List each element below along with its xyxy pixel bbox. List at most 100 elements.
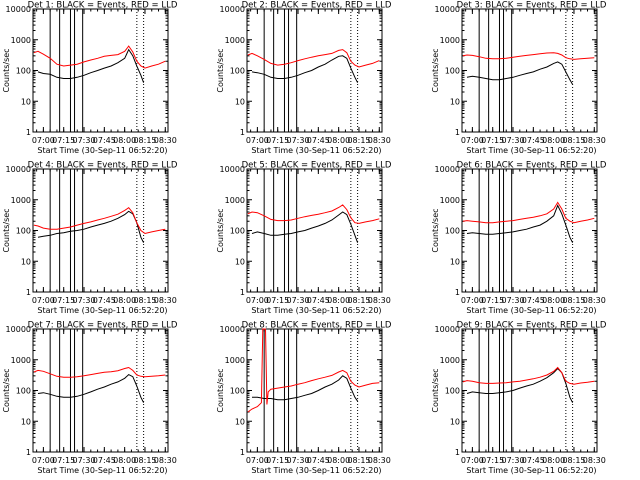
x-tick-label: 08:00 [542, 136, 565, 145]
y-tick-label: 10 [21, 97, 31, 106]
y-tick-label: 1000 [225, 36, 245, 45]
detector-panel-1: Det 1: BLACK = Events, RED = LLD 1 10 100 10… [2, 1, 178, 156]
plot-frame [461, 328, 598, 453]
y-axis-label: Counts/sec [431, 368, 440, 412]
x-tick-label: 08:00 [113, 456, 136, 465]
x-tick-label: 07:30 [501, 136, 524, 145]
y-tick-label: 100 [230, 387, 245, 396]
y-tick-label: 1000 [11, 196, 31, 205]
x-tick-label: 08:15 [347, 296, 370, 305]
lld-series-line [33, 207, 166, 235]
lld-series-line [462, 201, 595, 224]
y-tick-label: 1000 [11, 36, 31, 45]
panel-title: Det 4: BLACK = Events, RED = LLD [28, 161, 178, 171]
y-axis-label: Counts/sec [431, 208, 440, 252]
x-tick-label: 08:30 [583, 296, 606, 305]
plot-frame [246, 168, 383, 293]
x-tick-label: 07:00 [32, 136, 55, 145]
x-tick-label: 07:15 [52, 296, 75, 305]
y-tick-label: 10 [450, 97, 460, 106]
x-tick-label: 08:15 [133, 296, 156, 305]
y-tick-label: 1000 [440, 36, 460, 45]
x-axis-label: Start Time (30-Sep-11 06:52:20) [37, 466, 167, 475]
x-tick-label: 07:15 [266, 136, 289, 145]
lld-series-line [247, 328, 380, 413]
y-tick-label: 1 [26, 288, 31, 297]
y-tick-label: 10000 [6, 5, 31, 14]
y-tick-label: 100 [230, 227, 245, 236]
x-tick-label: 07:00 [246, 296, 269, 305]
events-series-line [251, 55, 359, 83]
x-tick-label: 08:30 [583, 136, 606, 145]
y-tick-label: 100 [445, 67, 460, 76]
x-tick-label: 08:30 [368, 296, 391, 305]
x-tick-label: 07:45 [307, 136, 330, 145]
x-tick-label: 07:00 [32, 456, 55, 465]
x-tick-label: 07:45 [522, 136, 545, 145]
x-tick-label: 07:30 [286, 456, 309, 465]
x-tick-label: 07:00 [32, 296, 55, 305]
y-tick-label: 10 [21, 417, 31, 426]
events-series-line [251, 211, 359, 243]
y-tick-label: 10000 [435, 165, 460, 174]
y-axis-label: Counts/sec [216, 208, 225, 252]
y-axis-label: Counts/sec [216, 48, 225, 92]
detector-panel-3: Det 3: BLACK = Events, RED = LLD 1 10 100 10… [431, 1, 607, 156]
y-tick-label: 1000 [225, 196, 245, 205]
y-tick-label: 1000 [440, 196, 460, 205]
panel-title: Det 6: BLACK = Events, RED = LLD [457, 161, 607, 171]
y-tick-label: 1 [455, 448, 460, 457]
x-tick-label: 08:30 [368, 456, 391, 465]
lld-series-line [247, 204, 380, 224]
x-tick-label: 07:15 [52, 136, 75, 145]
x-tick-label: 07:15 [266, 296, 289, 305]
x-tick-label: 07:15 [52, 456, 75, 465]
detector-panel-2: Det 2: BLACK = Events, RED = LLD 1 10 100 10… [216, 1, 392, 156]
x-tick-label: 07:30 [286, 296, 309, 305]
y-tick-label: 1000 [225, 356, 245, 365]
x-tick-label: 08:15 [347, 136, 370, 145]
y-tick-label: 10 [235, 97, 245, 106]
y-axis-label: Counts/sec [2, 368, 11, 412]
x-axis-label: Start Time (30-Sep-11 06:52:20) [251, 466, 381, 475]
detector-panel-7: Det 7: BLACK = Events, RED = LLD 1 10 100 10… [2, 321, 178, 476]
y-tick-label: 1 [240, 128, 245, 137]
x-tick-label: 07:45 [93, 296, 116, 305]
y-tick-label: 10000 [220, 165, 245, 174]
x-tick-label: 07:15 [481, 136, 504, 145]
x-tick-label: 08:00 [542, 296, 565, 305]
x-tick-label: 07:15 [481, 296, 504, 305]
panel-title: Det 7: BLACK = Events, RED = LLD [28, 321, 178, 331]
x-tick-label: 08:15 [133, 456, 156, 465]
y-tick-label: 10 [235, 417, 245, 426]
y-tick-label: 1 [455, 128, 460, 137]
x-tick-label: 07:45 [522, 296, 545, 305]
x-tick-label: 08:00 [327, 296, 350, 305]
x-tick-label: 07:30 [72, 296, 95, 305]
y-tick-label: 10 [235, 257, 245, 266]
events-series-line [37, 48, 145, 83]
lld-series-line [462, 52, 595, 60]
y-tick-label: 10 [450, 417, 460, 426]
y-tick-label: 10 [450, 257, 460, 266]
events-series-line [466, 61, 574, 85]
x-tick-label: 08:00 [113, 136, 136, 145]
y-tick-label: 10000 [435, 325, 460, 334]
y-tick-label: 100 [16, 227, 31, 236]
y-tick-label: 100 [445, 387, 460, 396]
events-series-line [466, 367, 574, 403]
y-tick-label: 10000 [435, 5, 460, 14]
detector-panel-9: Det 9: BLACK = Events, RED = LLD 1 10 100 10… [431, 321, 607, 476]
x-tick-label: 07:30 [286, 136, 309, 145]
x-tick-label: 08:15 [347, 456, 370, 465]
panel-title: Det 2: BLACK = Events, RED = LLD [242, 1, 392, 11]
events-series-line [37, 210, 145, 243]
detector-panel-8: Det 8: BLACK = Events, RED = LLD 1 10 100 10… [216, 321, 392, 476]
x-tick-label: 07:30 [501, 296, 524, 305]
x-axis-label: Start Time (30-Sep-11 06:52:20) [251, 306, 381, 315]
events-series-line [37, 373, 145, 403]
y-tick-label: 10000 [220, 325, 245, 334]
x-tick-label: 08:00 [113, 296, 136, 305]
detector-panel-5: Det 5: BLACK = Events, RED = LLD 1 10 100 10… [216, 161, 392, 316]
y-tick-label: 1 [455, 288, 460, 297]
